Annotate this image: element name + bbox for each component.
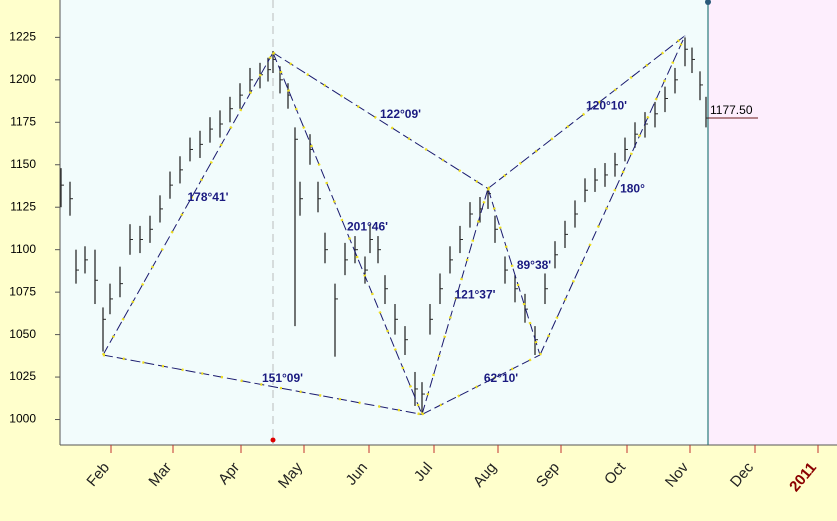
pattern-line	[272, 52, 489, 189]
angle-label: 120°10'	[586, 98, 627, 112]
pattern-dots	[487, 34, 686, 190]
angle-label: 89°38'	[517, 258, 551, 272]
y-tick-label: 1050	[9, 327, 36, 341]
angle-label: 122°09'	[380, 107, 421, 121]
today-marker	[705, 0, 711, 5]
last-price-label: 1177.50	[710, 103, 753, 117]
cursor-marker	[270, 437, 276, 443]
angle-label: 62°10'	[484, 371, 518, 385]
pattern-line	[539, 35, 686, 356]
pattern-line	[102, 354, 423, 415]
pattern-line	[421, 354, 541, 415]
y-tick-label: 1075	[9, 284, 36, 298]
pattern-line	[102, 52, 274, 356]
y-tick-label: 1175	[10, 114, 36, 128]
angle-label: 201°46'	[347, 220, 388, 234]
angle-label: 178°41'	[187, 190, 228, 204]
y-tick-label: 1025	[9, 369, 36, 383]
angle-label: 180°	[620, 181, 645, 195]
y-tick-label: 1225	[9, 30, 36, 44]
angle-label: 121°37'	[454, 288, 495, 302]
pattern-line	[272, 52, 423, 415]
y-tick-label: 1200	[9, 72, 36, 86]
angle-label: 151°09'	[262, 371, 303, 385]
future-area	[708, 0, 837, 445]
y-tick-label: 1000	[9, 412, 36, 426]
y-tick-label: 1100	[10, 242, 36, 256]
y-tick-label: 1125	[10, 199, 36, 213]
y-tick-label: 1150	[10, 157, 36, 171]
pattern-line	[487, 188, 541, 356]
pattern-line	[421, 188, 489, 415]
